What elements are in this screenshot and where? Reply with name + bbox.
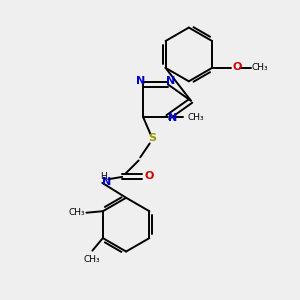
Text: O: O (145, 171, 154, 181)
Text: S: S (148, 133, 156, 143)
Text: O: O (232, 62, 242, 72)
Text: N: N (166, 76, 176, 86)
Text: H: H (100, 172, 106, 181)
Text: N: N (102, 177, 111, 187)
Text: N: N (136, 76, 145, 86)
Text: CH₃: CH₃ (187, 113, 204, 122)
Text: CH₃: CH₃ (68, 208, 85, 217)
Text: CH₃: CH₃ (83, 254, 100, 263)
Text: CH₃: CH₃ (252, 63, 268, 72)
Text: N: N (168, 113, 177, 123)
